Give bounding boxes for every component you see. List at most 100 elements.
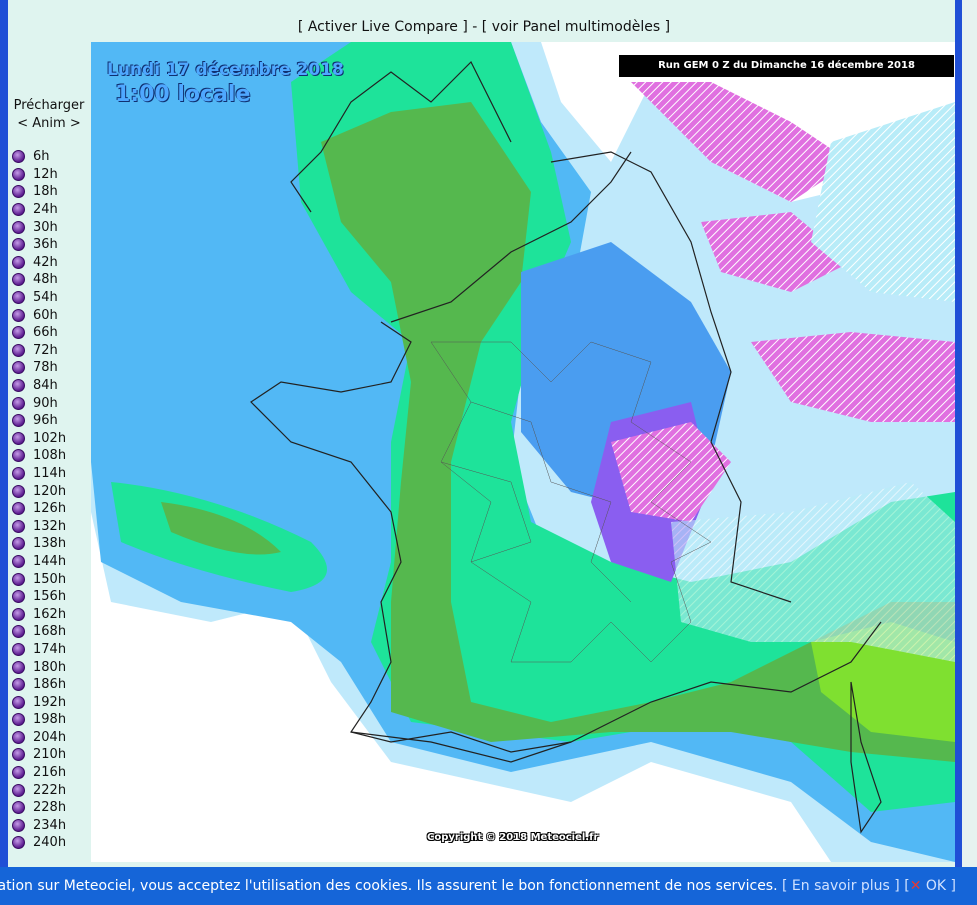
panel-link[interactable]: [ voir Panel multimodèles ] xyxy=(481,19,671,35)
cookie-ok-button[interactable]: OK ] xyxy=(925,878,956,894)
hour-link[interactable]: 162h xyxy=(12,605,66,623)
hour-label[interactable]: 192h xyxy=(33,694,67,710)
hour-link[interactable]: 78h xyxy=(12,359,66,377)
hour-link[interactable]: 42h xyxy=(12,254,66,272)
hour-link[interactable]: 198h xyxy=(12,711,66,729)
hour-link[interactable]: 90h xyxy=(12,394,66,412)
hour-label[interactable]: 174h xyxy=(33,641,67,657)
hour-link[interactable]: 228h xyxy=(12,799,66,817)
hour-label[interactable]: 60h xyxy=(33,307,58,323)
hour-link[interactable]: 36h xyxy=(12,236,66,254)
hour-link[interactable]: 114h xyxy=(12,465,66,483)
hour-label[interactable]: 108h xyxy=(33,448,67,464)
hour-list: 6h 12h 18h 24h 30h 36h 42h 48h 54h 60h 66h 72h 78h 84… xyxy=(12,148,66,852)
sidebar: Précharger < Anim > xyxy=(8,97,90,133)
hour-label[interactable]: 48h xyxy=(33,272,58,288)
hour-label[interactable]: 102h xyxy=(33,430,67,446)
hour-label[interactable]: 180h xyxy=(33,659,67,675)
hour-label[interactable]: 132h xyxy=(33,518,67,534)
hour-link[interactable]: 66h xyxy=(12,324,66,342)
hour-link[interactable]: 138h xyxy=(12,535,66,553)
hour-link[interactable]: 12h xyxy=(12,166,66,184)
hour-label[interactable]: 234h xyxy=(33,817,67,833)
hour-label[interactable]: 6h xyxy=(33,149,50,165)
hour-label[interactable]: 138h xyxy=(33,536,67,552)
header-links: [ Activer Live Compare ] - [ voir Panel … xyxy=(0,19,968,35)
hour-label[interactable]: 72h xyxy=(33,342,58,358)
hour-label[interactable]: 96h xyxy=(33,413,58,429)
hour-label[interactable]: 186h xyxy=(33,677,67,693)
hour-label[interactable]: 66h xyxy=(33,325,58,341)
hour-label[interactable]: 90h xyxy=(33,395,58,411)
hour-label[interactable]: 36h xyxy=(33,237,58,253)
hour-link[interactable]: 54h xyxy=(12,289,66,307)
hour-icon xyxy=(12,502,25,516)
hour-label[interactable]: 162h xyxy=(33,606,67,622)
hour-icon xyxy=(12,572,25,586)
hour-link[interactable]: 150h xyxy=(12,570,66,588)
hour-label[interactable]: 114h xyxy=(33,465,67,481)
hour-link[interactable]: 30h xyxy=(12,218,66,236)
hour-label[interactable]: 204h xyxy=(33,729,67,745)
hour-link[interactable]: 210h xyxy=(12,746,66,764)
hour-link[interactable]: 240h xyxy=(12,834,66,852)
live-compare-link[interactable]: [ Activer Live Compare ] xyxy=(297,19,468,35)
hour-label[interactable]: 156h xyxy=(33,589,67,605)
hour-link[interactable]: 6h xyxy=(12,148,66,166)
hour-label[interactable]: 144h xyxy=(33,553,67,569)
hour-link[interactable]: 216h xyxy=(12,764,66,782)
hour-label[interactable]: 18h xyxy=(33,184,58,200)
hour-link[interactable]: 102h xyxy=(12,430,66,448)
hour-link[interactable]: 234h xyxy=(12,817,66,835)
hour-label[interactable]: 210h xyxy=(33,747,67,763)
hour-label[interactable]: 150h xyxy=(33,571,67,587)
cookie-more-link[interactable]: [ En savoir plus ] xyxy=(782,878,900,894)
hour-link[interactable]: 132h xyxy=(12,517,66,535)
hour-label[interactable]: 30h xyxy=(33,219,58,235)
hour-icon xyxy=(12,167,25,181)
hour-icon xyxy=(12,379,25,393)
hour-link[interactable]: 186h xyxy=(12,676,66,694)
hour-icon xyxy=(12,818,25,832)
hour-icon xyxy=(12,414,25,428)
hour-link[interactable]: 174h xyxy=(12,641,66,659)
hour-label[interactable]: 24h xyxy=(33,202,58,218)
hour-label[interactable]: 216h xyxy=(33,765,67,781)
hour-label[interactable]: 240h xyxy=(33,835,67,851)
hour-label[interactable]: 222h xyxy=(33,782,67,798)
hour-label[interactable]: 120h xyxy=(33,483,67,499)
hour-icon xyxy=(12,238,25,252)
hour-link[interactable]: 18h xyxy=(12,183,66,201)
hour-label[interactable]: 198h xyxy=(33,712,67,728)
hour-link[interactable]: 168h xyxy=(12,623,66,641)
hour-label[interactable]: 42h xyxy=(33,254,58,270)
hour-link[interactable]: 24h xyxy=(12,201,66,219)
hour-link[interactable]: 180h xyxy=(12,658,66,676)
hour-label[interactable]: 168h xyxy=(33,624,67,640)
hour-link[interactable]: 48h xyxy=(12,271,66,289)
hour-label[interactable]: 54h xyxy=(33,290,58,306)
hour-link[interactable]: 60h xyxy=(12,306,66,324)
hour-label[interactable]: 228h xyxy=(33,800,67,816)
hour-link[interactable]: 144h xyxy=(12,553,66,571)
hour-link[interactable]: 192h xyxy=(12,693,66,711)
hour-link[interactable]: 96h xyxy=(12,412,66,430)
hour-label[interactable]: 84h xyxy=(33,378,58,394)
hour-link[interactable]: 108h xyxy=(12,447,66,465)
hour-label[interactable]: 126h xyxy=(33,501,67,517)
hour-link[interactable]: 120h xyxy=(12,482,66,500)
hour-label[interactable]: 12h xyxy=(33,166,58,182)
hour-link[interactable]: 156h xyxy=(12,588,66,606)
hour-icon xyxy=(12,607,25,621)
hour-link[interactable]: 204h xyxy=(12,729,66,747)
anim-link[interactable]: < Anim > xyxy=(17,116,81,131)
cookie-ok-icon[interactable]: ✕ xyxy=(909,878,922,894)
hour-link[interactable]: 222h xyxy=(12,781,66,799)
hour-label[interactable]: 78h xyxy=(33,360,58,376)
hour-link[interactable]: 84h xyxy=(12,377,66,395)
hour-icon xyxy=(12,308,25,322)
hour-link[interactable]: 126h xyxy=(12,500,66,518)
hour-link[interactable]: 72h xyxy=(12,342,66,360)
hour-icon xyxy=(12,836,25,850)
